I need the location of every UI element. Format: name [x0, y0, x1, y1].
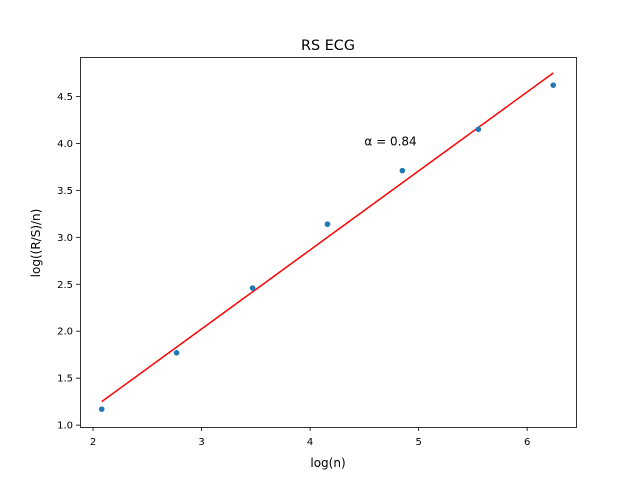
x-tick-label: 5: [415, 437, 421, 448]
y-tick-label: 1.5: [57, 374, 73, 385]
x-tick-label: 4: [307, 437, 313, 448]
chart-title: RS ECG: [301, 38, 355, 54]
y-tick-label: 4.0: [57, 139, 73, 150]
y-tick-label: 3.5: [57, 186, 73, 197]
data-point-1: [98, 406, 105, 412]
data-point-4: [324, 221, 331, 227]
y-axis-ticks: 1.0 1.5 2.0 2.5 3.0 3.5 4.0 4.5: [57, 92, 80, 432]
y-tick-label: 3.0: [57, 233, 73, 244]
y-tick-label: 2.5: [57, 280, 73, 291]
annotation-alpha: α = 0.84: [364, 135, 416, 149]
data-point-7: [550, 82, 557, 88]
x-tick-label: 6: [524, 437, 530, 448]
data-point-2: [173, 350, 180, 356]
y-axis-label: log((R/S)/n): [29, 209, 43, 278]
y-tick-label: 1.0: [57, 421, 73, 432]
data-point-3: [249, 285, 256, 291]
plot-frame: [80, 57, 577, 428]
x-tick-label: 3: [198, 437, 204, 448]
x-axis-ticks: 2 3 4 5 6: [90, 427, 530, 448]
y-tick-label: 4.5: [57, 92, 73, 103]
data-points-layer: [98, 82, 557, 412]
data-point-6: [475, 126, 482, 133]
x-tick-label: 2: [90, 437, 96, 448]
y-tick-label: 2.0: [57, 327, 73, 338]
plot-area: [98, 72, 557, 412]
data-point-5: [399, 167, 406, 174]
x-axis-label: log(n): [310, 456, 345, 470]
